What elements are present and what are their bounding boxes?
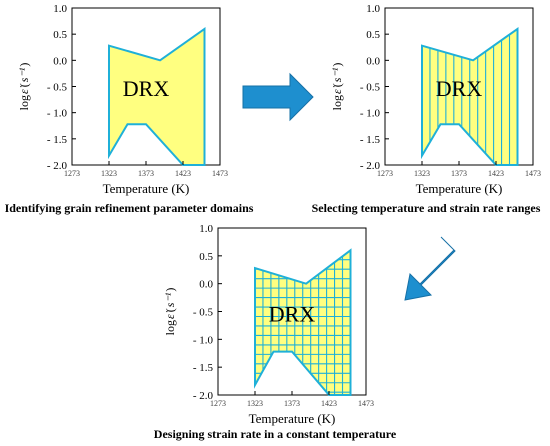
x-tick-label: 1373 xyxy=(284,399,300,408)
x-tick-label: 1423 xyxy=(175,169,191,178)
x-tick-label: 1423 xyxy=(488,169,504,178)
x-tick-label: 1373 xyxy=(451,169,467,178)
drx-label: DRX xyxy=(436,76,483,101)
arrow-right-icon xyxy=(242,72,314,122)
caption-selecting: Selecting temperature and strain rate ra… xyxy=(311,201,541,215)
y-axis-log: log xyxy=(17,95,31,110)
y-tick-label: - 2.0 xyxy=(193,390,214,402)
y-tick-label: - 1.0 xyxy=(360,108,381,120)
y-tick-label: - 1.0 xyxy=(47,108,68,120)
y-axis-close-paren: ) xyxy=(163,288,177,292)
x-axis-title: Temperature (K) xyxy=(416,181,503,196)
caption-identifying: Identifying grain refinement parameter d… xyxy=(4,201,254,215)
y-tick-label: 0.0 xyxy=(199,279,213,291)
y-axis-unit: s⁻¹ xyxy=(330,67,344,82)
x-tick-label: 1323 xyxy=(101,169,117,178)
plot-panel-1: DRX 1273 1323 1373 1423 1473 1.0 0.5 0.0 - 0.5 - 1… xyxy=(17,3,228,196)
drx-label: DRX xyxy=(123,76,170,101)
y-tick-label: 1.0 xyxy=(366,3,380,15)
x-tick-label: 1473 xyxy=(358,399,374,408)
y-axis-title: logε̇(s⁻¹) xyxy=(330,63,344,111)
y-axis-title: logε̇(s⁻¹) xyxy=(163,288,177,336)
drx-region xyxy=(109,28,205,166)
x-tick-label: 1273 xyxy=(210,399,226,408)
y-tick-label: 1.0 xyxy=(53,3,67,15)
arrow-down-left-icon xyxy=(404,236,456,301)
x-axis-title: Temperature (K) xyxy=(103,181,190,196)
plot-panel-2: DRX 1273 1323 1373 1423 1473 1.0 0.5 0.0 - 0.5 - 1… xyxy=(330,3,541,196)
x-tick-label: 1423 xyxy=(321,399,337,408)
y-axis-title: logε̇(s⁻¹) xyxy=(17,63,31,111)
arrow-right-shape xyxy=(242,72,314,122)
x-tick-label: 1373 xyxy=(138,169,154,178)
y-axis-symbol: ε̇ xyxy=(17,85,31,94)
y-axis-open-paren: ( xyxy=(17,83,31,87)
y-axis-open-paren: ( xyxy=(163,308,177,312)
y-axis-open-paren: ( xyxy=(330,83,344,87)
y-tick-label: 0.5 xyxy=(53,29,67,41)
x-tick-label: 1473 xyxy=(212,169,228,178)
y-axis-close-paren: ) xyxy=(17,63,31,67)
y-tick-label: 0.5 xyxy=(199,251,213,263)
y-axis-log: log xyxy=(330,95,344,110)
caption-designing: Designing strain rate in a constant temp… xyxy=(153,427,397,441)
y-tick-label: - 2.0 xyxy=(360,160,381,172)
y-tick-label: - 1.5 xyxy=(47,134,68,146)
y-axis-symbol: ε̇ xyxy=(163,310,177,319)
y-tick-label: - 1.5 xyxy=(193,362,214,374)
y-tick-label: - 0.5 xyxy=(47,82,68,94)
y-axis-unit: s⁻¹ xyxy=(17,67,31,82)
x-tick-label: 1323 xyxy=(247,399,263,408)
x-tick-label: 1273 xyxy=(64,169,80,178)
y-axis-symbol: ε̇ xyxy=(330,85,344,94)
y-tick-label: 1.0 xyxy=(199,223,213,235)
x-tick-label: 1473 xyxy=(525,169,541,178)
y-tick-label: 0.0 xyxy=(53,55,67,67)
y-tick-label: 0.0 xyxy=(366,55,380,67)
x-tick-label: 1323 xyxy=(414,169,430,178)
y-tick-label: 0.5 xyxy=(366,29,380,41)
y-tick-label: - 1.0 xyxy=(193,334,214,346)
y-tick-label: - 0.5 xyxy=(360,82,381,94)
plot-panel-3: DRX 1273 1323 1373 1423 1473 1.0 0.5 0.0 - 0.5 - 1… xyxy=(163,223,374,426)
y-axis-log: log xyxy=(163,320,177,335)
arrow-down-left-shape xyxy=(404,236,456,301)
y-axis-close-paren: ) xyxy=(330,63,344,67)
drx-label: DRX xyxy=(269,302,316,327)
y-axis-unit: s⁻¹ xyxy=(163,292,177,307)
y-tick-label: - 1.5 xyxy=(360,134,381,146)
x-tick-label: 1273 xyxy=(377,169,393,178)
y-tick-label: - 0.5 xyxy=(193,307,214,319)
y-tick-label: - 2.0 xyxy=(47,160,68,172)
x-axis-title: Temperature (K) xyxy=(249,411,336,426)
